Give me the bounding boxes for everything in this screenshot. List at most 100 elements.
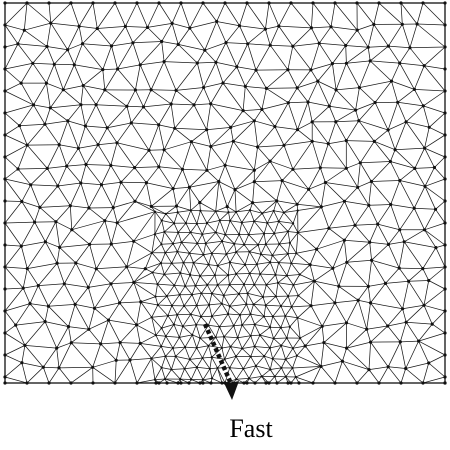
- mesh-edge: [217, 274, 229, 286]
- mesh-edge: [44, 107, 51, 125]
- mesh-edge: [390, 180, 401, 205]
- mesh-edge: [428, 354, 446, 364]
- mesh-edge: [397, 89, 415, 103]
- mesh-edge: [110, 283, 120, 304]
- mesh-edge: [230, 110, 244, 128]
- mesh-edge: [221, 303, 231, 307]
- mesh-edge: [227, 313, 235, 327]
- mesh-edge: [63, 283, 89, 288]
- mesh-edge: [39, 185, 59, 208]
- mesh-edge: [227, 273, 237, 276]
- mesh-edge: [189, 274, 201, 277]
- mesh-edge: [42, 366, 60, 369]
- mesh-edge: [133, 282, 158, 285]
- mesh-node: [184, 285, 187, 288]
- mesh-node: [309, 26, 313, 30]
- mesh-edge: [30, 184, 41, 208]
- mesh-edge: [46, 82, 51, 109]
- mesh-edge: [111, 42, 134, 47]
- mesh-edge: [371, 259, 400, 269]
- mesh-edge: [177, 251, 184, 264]
- mesh-edge: [368, 204, 379, 225]
- mesh-edge: [284, 315, 298, 319]
- mesh-edge: [19, 104, 34, 127]
- mesh-edge: [190, 232, 203, 235]
- mesh-edge: [45, 241, 58, 264]
- mesh-node: [44, 81, 49, 85]
- mesh-edge: [259, 326, 271, 336]
- mesh-edge: [229, 262, 237, 275]
- mesh-edge: [387, 366, 402, 384]
- mesh-edge: [292, 366, 322, 369]
- mesh-edge: [4, 221, 35, 224]
- mesh-node: [241, 347, 244, 350]
- mesh-node: [252, 303, 255, 306]
- mesh-edge: [292, 367, 297, 378]
- mesh-node: [237, 292, 240, 295]
- mesh-edge: [335, 87, 360, 91]
- mesh-edge: [216, 2, 226, 22]
- mesh-node: [198, 200, 202, 205]
- mesh-edge: [280, 327, 288, 339]
- mesh-edge: [418, 340, 446, 356]
- mesh-edge: [126, 266, 135, 283]
- mesh-edge: [206, 274, 216, 286]
- mesh-edge: [283, 140, 313, 146]
- mesh-edge: [46, 82, 64, 91]
- mesh-node: [248, 272, 251, 275]
- mesh-edge: [202, 357, 211, 370]
- mesh-edge: [356, 2, 375, 25]
- mesh-node: [229, 345, 232, 348]
- mesh-node: [25, 267, 29, 271]
- mesh-edge: [323, 342, 347, 349]
- mesh-edge: [224, 234, 235, 245]
- mesh-node: [286, 230, 290, 233]
- mesh-node: [17, 124, 22, 128]
- mesh-edge: [274, 102, 289, 127]
- mesh-edge: [289, 317, 298, 328]
- mesh-edge: [424, 126, 430, 149]
- mesh-edge: [190, 202, 201, 211]
- mesh-edge: [235, 348, 243, 357]
- mesh-edge: [422, 376, 446, 384]
- mesh-edge: [139, 343, 162, 347]
- mesh-edge: [33, 82, 47, 106]
- mesh-node: [214, 231, 217, 234]
- mesh-edge: [253, 273, 261, 286]
- mesh-node: [242, 367, 245, 370]
- mesh-edge: [249, 251, 258, 265]
- mesh-node: [109, 44, 114, 48]
- mesh-node: [81, 84, 85, 88]
- mesh-node: [41, 365, 45, 369]
- mesh-edge: [119, 342, 141, 344]
- mesh-edge: [182, 168, 190, 188]
- mesh-node: [427, 278, 431, 283]
- mesh-edge: [196, 305, 202, 317]
- mesh-edge: [82, 43, 112, 47]
- mesh-edge: [346, 299, 359, 324]
- mesh-node: [164, 335, 167, 338]
- mesh-edge: [157, 274, 165, 285]
- mesh-edge: [308, 167, 321, 190]
- mesh-node: [292, 283, 295, 287]
- mesh-edge: [273, 231, 289, 234]
- mesh-edge: [214, 265, 219, 276]
- mesh-edge: [4, 244, 22, 247]
- mesh-node: [109, 282, 113, 286]
- mesh-edge: [208, 293, 213, 306]
- mesh-edge: [312, 2, 332, 28]
- mesh-edge: [172, 346, 186, 349]
- mesh-edge: [235, 264, 246, 275]
- mesh-edge: [56, 326, 69, 349]
- mesh-edge: [189, 359, 198, 368]
- mesh-edge: [88, 328, 102, 345]
- mesh-edge: [49, 104, 82, 109]
- mesh-edge: [287, 87, 298, 104]
- mesh-edge: [97, 127, 108, 146]
- mesh-node: [408, 46, 412, 50]
- mesh-edge: [257, 233, 265, 246]
- mesh-edge: [46, 46, 68, 51]
- mesh-edge: [181, 242, 198, 244]
- mesh-node: [354, 108, 358, 112]
- mesh-node: [214, 60, 218, 64]
